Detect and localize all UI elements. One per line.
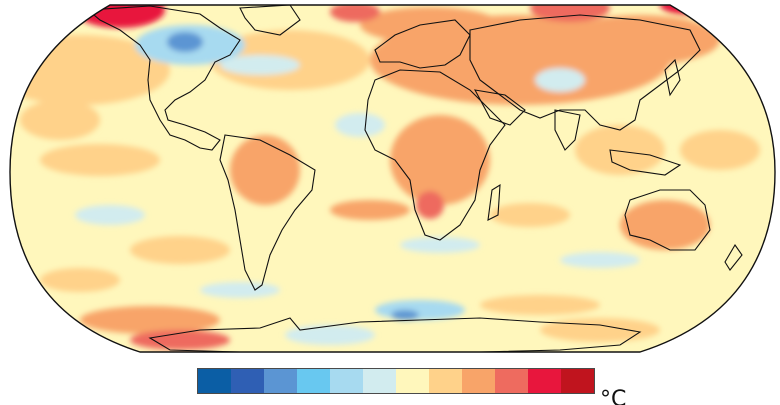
anomaly-patch — [220, 55, 300, 75]
anomaly-patch — [330, 5, 380, 22]
anomaly-patch — [40, 144, 160, 176]
legend-swatch — [429, 369, 462, 393]
anomaly-patch — [540, 318, 660, 342]
anomaly-patch — [620, 200, 710, 250]
legend-swatch — [264, 369, 297, 393]
anomaly-patch — [560, 252, 640, 268]
legend-swatch — [297, 369, 330, 393]
anomaly-patch — [20, 100, 100, 140]
anomaly-patch — [80, 306, 220, 334]
legend-swatch — [198, 369, 231, 393]
legend-unit-label: °C — [600, 387, 627, 405]
anomaly-patch — [375, 300, 465, 320]
india-outline — [554, 109, 581, 151]
anomaly-patch — [680, 130, 760, 170]
australia-outline — [624, 189, 711, 251]
legend-swatch — [231, 369, 264, 393]
legend-swatch — [561, 369, 594, 393]
anomaly-patch — [330, 200, 410, 220]
legend-swatch — [396, 369, 429, 393]
anomaly-patch — [360, 7, 500, 43]
anomaly-patch — [490, 203, 570, 227]
anomaly-patch — [75, 5, 165, 28]
new-zealand-outline — [724, 243, 743, 271]
world-temperature-anomaly-map — [9, 4, 776, 353]
indonesia-outline — [609, 149, 682, 176]
madagascar-outline — [487, 183, 501, 221]
anomaly-patch — [130, 330, 230, 350]
anomaly-patch — [400, 237, 480, 253]
anomaly-patch — [40, 268, 120, 292]
anomaly-patch — [391, 310, 419, 320]
legend-swatch — [528, 369, 561, 393]
arabia-outline — [473, 89, 526, 126]
anomaly-patch — [200, 282, 280, 298]
north-america-outline — [86, 5, 241, 151]
antarctica-outline — [148, 317, 642, 352]
south-america-outline — [219, 134, 316, 291]
legend-swatch — [495, 369, 528, 393]
europe-outline — [374, 19, 471, 69]
anomaly-patch — [575, 125, 665, 175]
greenland-outline — [239, 5, 301, 36]
anomaly-patch — [75, 205, 145, 225]
anomaly-patch — [530, 5, 610, 22]
anomaly-patch — [167, 32, 203, 52]
legend-swatch — [330, 369, 363, 393]
legend-swatch — [462, 369, 495, 393]
anomaly-patch — [130, 236, 230, 264]
anomaly-patch — [416, 191, 444, 219]
legend-swatch — [363, 369, 396, 393]
color-scale-legend — [197, 368, 595, 394]
anomaly-patch — [335, 113, 385, 137]
anomaly-patches — [10, 5, 760, 350]
japan-outline — [664, 58, 681, 97]
anomaly-patch — [480, 295, 600, 315]
anomaly-patch — [230, 135, 300, 205]
anomaly-patch — [285, 325, 375, 345]
anomaly-patch — [535, 68, 585, 92]
asia-outline — [469, 14, 701, 131]
continent-outlines — [86, 5, 743, 352]
map-projection-border — [9, 4, 776, 353]
anomaly-field — [10, 5, 775, 352]
anomaly-patch — [390, 115, 490, 205]
africa-outline — [364, 69, 506, 241]
